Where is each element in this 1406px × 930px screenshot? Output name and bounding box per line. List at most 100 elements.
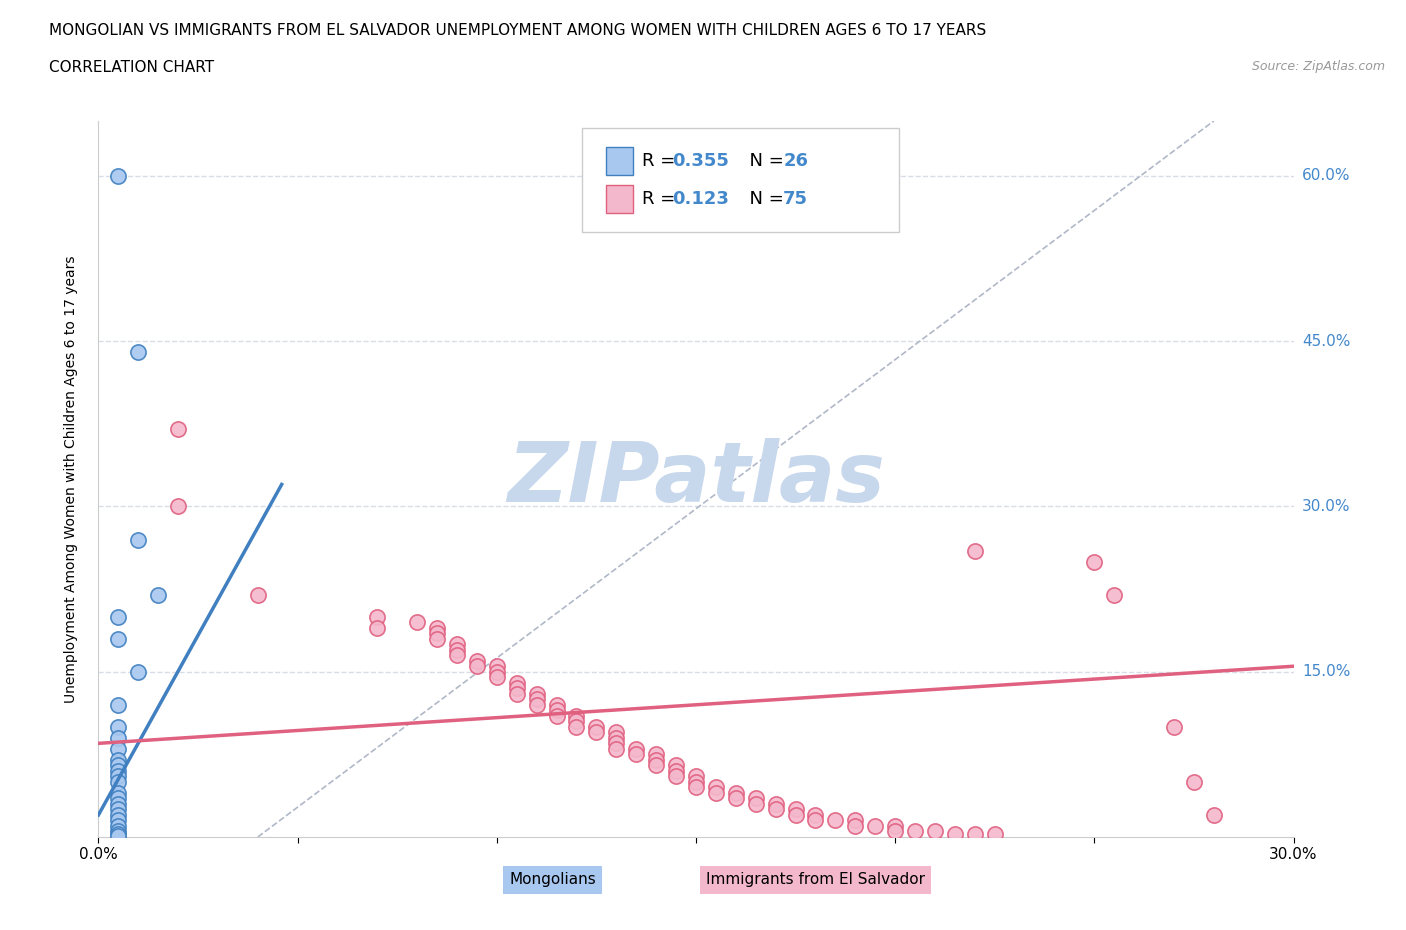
Point (107, 730, 129, 745)
Point (704, 786, 727, 801)
Point (626, 741, 648, 756)
FancyBboxPatch shape (606, 147, 633, 175)
Point (626, 747, 648, 762)
Point (446, 643, 468, 658)
Point (526, 698, 548, 712)
Point (745, 796, 768, 811)
Text: ZIPatlas: ZIPatlas (508, 438, 884, 520)
Point (107, 775, 129, 790)
Point (148, 587, 170, 602)
Point (107, 824, 129, 839)
Point (685, 775, 707, 790)
Point (107, 818, 129, 833)
Point (107, 764, 129, 778)
Point (546, 703, 568, 718)
Point (685, 780, 707, 795)
Point (446, 648, 468, 663)
Point (107, 786, 129, 801)
Point (167, 499, 190, 514)
Point (665, 758, 688, 773)
Point (605, 724, 627, 739)
Point (107, 752, 129, 767)
Text: 45.0%: 45.0% (1302, 334, 1350, 349)
Point (865, 818, 887, 833)
Text: CORRELATION CHART: CORRELATION CHART (49, 60, 214, 75)
Point (107, 807, 129, 822)
Point (1083, 554, 1105, 569)
Point (465, 653, 488, 668)
Point (765, 802, 787, 817)
Text: 0.355: 0.355 (672, 152, 728, 170)
Point (506, 681, 529, 696)
Point (107, 609, 129, 624)
Point (1163, 720, 1185, 735)
Point (943, 826, 966, 841)
Point (745, 791, 768, 806)
Point (167, 422, 190, 437)
Point (844, 818, 866, 833)
Point (127, 532, 149, 547)
Text: Mongolians: Mongolians (509, 872, 596, 887)
Point (665, 764, 688, 778)
Point (127, 345, 149, 360)
Point (904, 824, 927, 839)
Text: R =: R = (643, 190, 681, 208)
Point (107, 631, 129, 646)
Point (884, 824, 907, 839)
Y-axis label: Unemployment Among Women with Children Ages 6 to 17 years: Unemployment Among Women with Children A… (63, 255, 77, 703)
Point (565, 709, 588, 724)
Point (804, 807, 827, 822)
Point (585, 720, 607, 735)
Point (506, 686, 529, 701)
Point (426, 620, 449, 635)
Point (107, 829, 129, 844)
Point (724, 791, 747, 806)
Text: 26: 26 (783, 152, 808, 170)
Text: 30.0%: 30.0% (1302, 499, 1350, 514)
Point (107, 791, 129, 806)
Point (605, 741, 627, 756)
Text: Source: ZipAtlas.com: Source: ZipAtlas.com (1251, 60, 1385, 73)
Point (107, 741, 129, 756)
FancyBboxPatch shape (582, 128, 900, 232)
Point (685, 769, 707, 784)
Point (426, 626, 449, 641)
Point (645, 758, 668, 773)
Point (426, 631, 449, 646)
Point (107, 758, 129, 773)
Point (506, 675, 529, 690)
Point (565, 720, 588, 735)
Point (366, 620, 388, 635)
Point (963, 826, 986, 841)
Point (605, 736, 627, 751)
Point (107, 802, 129, 817)
Point (1182, 775, 1205, 790)
Point (446, 637, 468, 652)
Point (485, 670, 508, 684)
Point (585, 724, 607, 739)
Point (366, 609, 388, 624)
Point (246, 587, 269, 602)
Point (465, 658, 488, 673)
FancyBboxPatch shape (606, 185, 633, 213)
Text: MONGOLIAN VS IMMIGRANTS FROM EL SALVADOR UNEMPLOYMENT AMONG WOMEN WITH CHILDREN : MONGOLIAN VS IMMIGRANTS FROM EL SALVADOR… (49, 23, 987, 38)
Point (704, 780, 727, 795)
Text: Immigrants from El Salvador: Immigrants from El Salvador (706, 872, 925, 887)
Point (107, 769, 129, 784)
Point (107, 168, 129, 183)
Point (1202, 807, 1225, 822)
Point (804, 813, 827, 828)
Point (924, 824, 946, 839)
Point (665, 769, 688, 784)
Point (724, 786, 747, 801)
Point (824, 813, 846, 828)
Point (765, 796, 787, 811)
Point (884, 818, 907, 833)
Point (645, 752, 668, 767)
Point (844, 813, 866, 828)
Point (107, 826, 129, 841)
Text: N =: N = (738, 152, 789, 170)
Text: 0.123: 0.123 (672, 190, 728, 208)
Point (785, 802, 807, 817)
Point (526, 686, 548, 701)
